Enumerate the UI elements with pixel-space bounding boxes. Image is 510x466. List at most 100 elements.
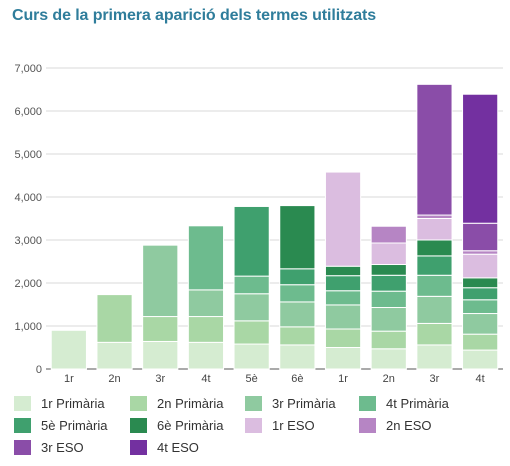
bar-segment <box>187 289 225 318</box>
legend-label: 1r ESO <box>272 417 315 433</box>
bar-segment <box>416 255 453 276</box>
legend-swatch <box>245 417 262 433</box>
bar-segment <box>324 265 362 277</box>
bar-segment <box>416 214 453 219</box>
bar-segment <box>233 275 270 295</box>
x-tick-label: 3r <box>155 373 165 385</box>
bar-segment <box>50 329 87 370</box>
bar-segment <box>233 320 270 345</box>
y-tick-label: 1,000 <box>14 321 42 333</box>
bar-segment <box>462 333 499 351</box>
bar-segment <box>370 290 407 309</box>
bar-segment <box>462 287 499 301</box>
bar-segment <box>416 83 453 216</box>
x-tick-label: 6è <box>291 373 303 385</box>
y-tick-label: 5,000 <box>14 149 42 161</box>
x-tick-label: 2n <box>108 373 120 385</box>
bar-segment <box>416 274 453 297</box>
legend-label: 4t Primària <box>386 395 449 411</box>
bar-segment <box>324 347 362 370</box>
bar-segment <box>142 316 179 342</box>
bar-segment <box>462 299 499 315</box>
bar-segment <box>370 274 407 292</box>
legend-swatch <box>14 417 31 433</box>
legend-item: 2n ESO <box>359 416 432 434</box>
legend-swatch <box>14 395 31 411</box>
bar-segment <box>370 330 407 350</box>
x-tick-label: 4t <box>201 373 210 385</box>
x-tick-label: 1r <box>338 373 348 385</box>
legend-label: 5è Primària <box>41 417 108 433</box>
bar-segment <box>462 313 499 335</box>
bar-segment <box>370 264 407 276</box>
bar-segment <box>187 225 225 291</box>
bar-segment <box>187 341 225 370</box>
y-tick-label: 2,000 <box>14 278 42 290</box>
bar-segment <box>279 284 316 303</box>
legend-item: 1r Primària <box>14 394 105 412</box>
bar-segment <box>370 307 407 332</box>
legend-item: 1r ESO <box>245 416 315 434</box>
legend-label: 1r Primària <box>41 395 105 411</box>
bar-segment <box>416 322 453 346</box>
bar-segment <box>416 239 453 257</box>
legend-swatch <box>130 395 147 411</box>
y-tick-label: 7,000 <box>14 63 42 75</box>
legend-item: 2n Primària <box>130 394 223 412</box>
legend-item: 5è Primària <box>14 416 107 434</box>
legend-swatch <box>359 395 376 411</box>
legend-item: 3r ESO <box>14 438 84 456</box>
bar-segment <box>416 295 453 324</box>
legend-item: 6è Primària <box>130 416 223 434</box>
legend-label: 2n Primària <box>157 395 224 411</box>
bar-segment <box>462 277 499 289</box>
bar-segment <box>233 293 270 322</box>
legend-item: 4t Primària <box>359 394 449 412</box>
bar-segment <box>324 275 362 292</box>
legend-swatch <box>245 395 262 411</box>
bar-segment <box>142 340 179 370</box>
legend-label: 3r ESO <box>41 439 84 455</box>
bar-segment <box>279 205 316 270</box>
chart-title: Curs de la primera aparició dels termes … <box>12 7 377 24</box>
bar-segment <box>324 328 362 349</box>
x-tick-label: 4t <box>476 373 485 385</box>
bar-segment <box>233 343 270 370</box>
bar-segment <box>279 268 316 286</box>
bar-segment <box>279 301 316 328</box>
bar-segment <box>462 222 499 252</box>
x-tick-label: 5è <box>246 373 258 385</box>
legend-item: 4t ESO <box>130 438 199 456</box>
y-tick-label: 3,000 <box>14 235 42 247</box>
bar-segment <box>324 290 362 306</box>
bar-segment <box>324 304 362 330</box>
bar-segment <box>462 250 499 255</box>
legend-label: 4t ESO <box>157 439 199 455</box>
bar-segment <box>462 253 499 279</box>
bar-segment <box>233 205 270 277</box>
bar-segment <box>370 225 407 244</box>
bar-segment <box>416 218 453 241</box>
stacked-bar-chart: 0 1,000 2,000 3,000 4,000 5,000 6,000 7,000 1r 2n… <box>14 63 503 385</box>
bar-segment <box>279 326 316 346</box>
legend-swatch <box>130 439 147 455</box>
x-tick-label: 2n <box>383 373 395 385</box>
legend-swatch <box>14 439 31 455</box>
bar-segment <box>416 344 453 370</box>
legend-label: 6è Primària <box>157 417 224 433</box>
y-tick-label: 6,000 <box>14 106 42 118</box>
legend-label: 2n ESO <box>386 417 432 433</box>
legend-swatch <box>130 417 147 433</box>
bar-segment <box>370 348 407 370</box>
bar-segment <box>462 349 499 370</box>
bar-segment <box>96 294 133 343</box>
bar-segment <box>142 244 179 318</box>
y-tick-label: 4,000 <box>14 192 42 204</box>
bar-segment <box>324 171 362 267</box>
bar-segment <box>187 316 225 343</box>
y-tick-label: 0 <box>36 364 42 376</box>
bar-segment <box>462 93 499 224</box>
bar-segment <box>370 242 407 266</box>
bar-segment <box>96 341 133 370</box>
legend-item: 3r Primària <box>245 394 336 412</box>
